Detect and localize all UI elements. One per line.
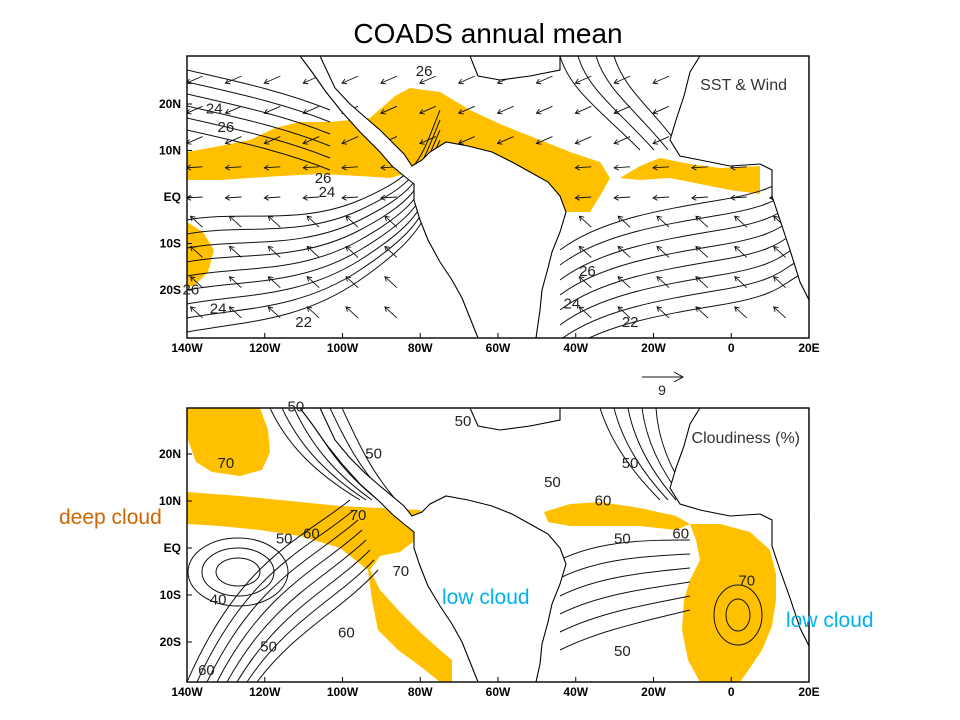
x-tick-label: 40W	[563, 685, 588, 699]
contour-label: 50	[455, 413, 472, 430]
y-tick-label: 20N	[159, 97, 181, 111]
x-tick-label: 140W	[171, 685, 203, 699]
x-tick-label: 120W	[249, 685, 281, 699]
x-tick-label: 80W	[408, 341, 433, 355]
contour-label: 26	[416, 63, 433, 80]
contour-label: 70	[392, 563, 409, 580]
cloudiness-panel: Cloudiness (%) 70 50 50 50 70 50 60 70 40 60 50 60 5…	[159, 399, 820, 699]
cloud-high-nw-pacific	[187, 408, 270, 476]
contour-label: 26	[579, 263, 596, 280]
contour-label: 24	[210, 300, 227, 317]
x-tick-label: 60W	[486, 685, 511, 699]
x-tick-label: 60W	[486, 341, 511, 355]
land-north-america-east-bottom	[469, 408, 561, 431]
contour-label: 50	[544, 474, 561, 491]
figure-title: COADS annual mean	[353, 18, 622, 49]
contour-label: 50	[365, 446, 382, 463]
cloud-itcz-pacific	[187, 492, 452, 682]
contour-label: 24	[319, 184, 336, 201]
cloud-itcz-atlantic	[544, 502, 690, 530]
x-tick-label: 80W	[408, 685, 433, 699]
land-americas-bottom	[299, 408, 567, 682]
contour-label: 70	[350, 507, 367, 524]
y-tick-label: 20S	[160, 635, 181, 649]
x-tick-label: 140W	[171, 341, 203, 355]
x-tick-label: 100W	[327, 341, 359, 355]
contour-label: 60	[303, 526, 320, 543]
y-tick-label: EQ	[164, 541, 181, 555]
contour-label: 60	[672, 526, 689, 543]
contour-label: 50	[614, 643, 631, 660]
contour-label: 50	[614, 530, 631, 547]
x-tick-label: 20E	[798, 685, 819, 699]
contour-label: 60	[595, 493, 612, 510]
contour-label: 60	[338, 624, 355, 641]
x-tick-label: 100W	[327, 685, 359, 699]
x-tick-label: 120W	[249, 341, 281, 355]
land-africa-bottom	[669, 408, 809, 647]
y-tick-label: 10S	[160, 237, 181, 251]
warm-pool-atlantic	[620, 158, 760, 194]
low-cloud-annotation-africa: low cloud	[786, 609, 874, 632]
deep-cloud-annotation: deep cloud	[59, 506, 162, 529]
x-tick-label: 20E	[798, 341, 819, 355]
contour-label: 26	[218, 119, 235, 136]
x-tick-label: 20W	[641, 341, 666, 355]
y-tick-label: EQ	[164, 190, 181, 204]
sst-wind-label: SST & Wind	[700, 77, 787, 94]
contour-label: 50	[260, 638, 277, 655]
reference-vector-head	[673, 371, 685, 383]
y-tick-label: 10S	[160, 588, 181, 602]
x-tick-label: 20W	[641, 685, 666, 699]
contour-label: 70	[218, 455, 235, 472]
x-tick-label: 0	[728, 341, 735, 355]
land-africa-top	[669, 56, 809, 301]
contour-label: 22	[295, 314, 312, 331]
contour-label: 24	[564, 296, 581, 313]
contour-label: 24	[206, 100, 223, 117]
contour-label: 50	[276, 530, 293, 547]
contour-label: 50	[622, 455, 639, 472]
contour-label: 26	[315, 170, 332, 187]
contour-label: 70	[738, 573, 755, 590]
y-tick-label: 10N	[159, 494, 181, 508]
contour-label: 60	[198, 662, 215, 679]
land-americas-top	[299, 56, 567, 338]
y-tick-label: 10N	[159, 144, 181, 158]
cloudiness-label: Cloudiness (%)	[692, 430, 800, 447]
cloud-se-atlantic	[682, 524, 776, 682]
contour-label: 50	[288, 399, 305, 416]
land-north-america-east-top	[469, 56, 561, 81]
reference-vector-scale: 9	[658, 382, 666, 398]
contour-label: 22	[622, 314, 639, 331]
low-cloud-annotation-south-america: low cloud	[442, 586, 530, 609]
x-tick-label: 40W	[563, 341, 588, 355]
x-tick-label: 0	[728, 685, 735, 699]
y-tick-label: 20N	[159, 447, 181, 461]
contour-label: 40	[210, 591, 227, 608]
y-tick-label: 20S	[160, 283, 181, 297]
